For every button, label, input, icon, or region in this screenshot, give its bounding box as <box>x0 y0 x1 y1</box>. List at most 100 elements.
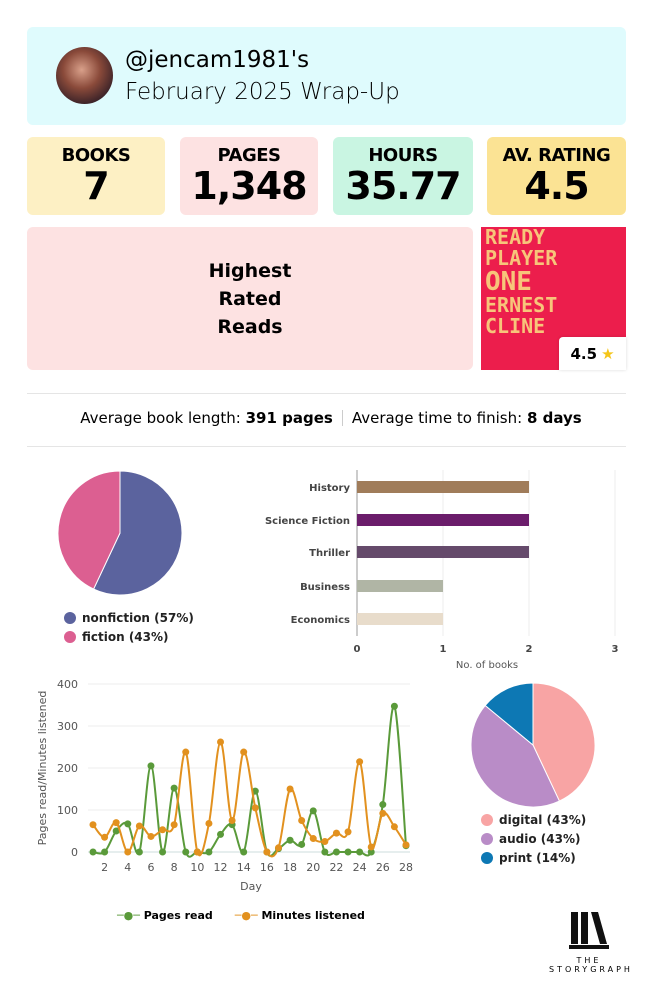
line-point <box>228 817 236 824</box>
line-point <box>379 801 387 809</box>
line-point <box>379 809 387 817</box>
page-title: February 2025 Wrap-Up <box>125 79 400 105</box>
line-point <box>182 748 190 756</box>
line-point <box>321 848 329 856</box>
line-point <box>367 843 375 851</box>
logo-icon <box>569 912 609 949</box>
genre-legend: nonfiction (57%) fiction (43%) <box>64 608 194 646</box>
line-point <box>402 841 410 849</box>
stat-hours: HOURS 35.77 <box>333 137 473 215</box>
legend-item[interactable]: ─●─ Pages read <box>117 909 213 922</box>
bar <box>357 481 529 493</box>
line-point <box>274 844 282 852</box>
stat-av-rating: AV. RATING 4.5 <box>487 137 626 215</box>
line-point <box>321 838 329 845</box>
line-point <box>135 848 143 856</box>
cover-text: ONE <box>485 267 532 297</box>
line-point <box>170 821 178 829</box>
line-point <box>205 819 213 827</box>
format-pie-slice <box>484 682 534 747</box>
line-point <box>217 830 225 838</box>
legend-item: fiction (43%) <box>64 627 194 646</box>
line-point <box>344 828 352 836</box>
line-point <box>356 758 364 766</box>
line-point <box>112 827 120 835</box>
bar-category-label: Business <box>300 582 350 593</box>
line-point <box>344 848 352 856</box>
line-point <box>298 840 306 848</box>
line-point <box>309 835 317 843</box>
legend-item[interactable]: ─●─ Minutes listened <box>234 909 365 922</box>
bar-axis-label: No. of books <box>456 660 518 671</box>
storygraph-logo[interactable]: THE STORYGRAPH <box>549 910 630 974</box>
highest-rated-label: Highest Rated Reads <box>27 227 473 370</box>
line-legend: ─●─ Pages read ─●─ Minutes listened <box>117 909 365 922</box>
line-point <box>286 836 294 844</box>
bar-tick-label: 3 <box>612 644 619 655</box>
stat-label: PAGES <box>217 145 281 166</box>
line-point <box>240 848 248 856</box>
book-rating-badge: 4.5 ★ <box>559 337 626 370</box>
line-point <box>101 833 109 841</box>
legend-item: print (14%) <box>481 848 586 867</box>
legend-item: nonfiction (57%) <box>64 608 194 627</box>
legend-item: digital (43%) <box>481 810 586 829</box>
username: @jencam1981's <box>125 47 310 73</box>
line-y-axis-label: Pages read/Minutes listened <box>36 691 49 846</box>
line-point <box>170 784 178 792</box>
stat-books: BOOKS 7 <box>27 137 165 215</box>
line-series-0 <box>92 705 407 858</box>
line-x-tick-label: 6 <box>147 861 154 874</box>
line-x-tick-label: 8 <box>171 861 178 874</box>
stat-pages: PAGES 1,348 <box>180 137 318 215</box>
bar <box>357 514 529 526</box>
stat-value: 35.77 <box>345 164 461 208</box>
line-point <box>124 820 132 828</box>
star-icon: ★ <box>601 344 615 363</box>
bar <box>357 580 443 592</box>
stat-value: 1,348 <box>191 164 307 208</box>
line-point <box>124 848 132 856</box>
stat-value: 4.5 <box>524 164 589 208</box>
line-point <box>263 848 271 856</box>
line-point <box>367 848 375 856</box>
line-point <box>217 738 225 746</box>
line-point <box>309 807 317 815</box>
bar-tick-label: 2 <box>526 644 533 655</box>
format-pie-slice <box>532 682 596 802</box>
line-y-tick-label: 400 <box>57 678 78 691</box>
line-x-tick-label: 26 <box>376 861 390 874</box>
divider <box>27 446 626 447</box>
cover-text: PLAYER <box>485 246 558 270</box>
header-card: @jencam1981's February 2025 Wrap-Up <box>27 27 626 125</box>
line-x-axis-label: Day <box>240 880 262 893</box>
line-point <box>147 762 155 770</box>
line-x-tick-label: 14 <box>237 861 251 874</box>
line-point <box>298 817 306 824</box>
legend-item: audio (43%) <box>481 829 586 848</box>
format-pie-slice <box>470 704 561 808</box>
stat-label: BOOKS <box>61 145 131 166</box>
line-point <box>356 848 364 856</box>
line-point <box>332 848 340 856</box>
line-x-tick-label: 10 <box>190 861 204 874</box>
line-point <box>251 804 259 812</box>
line-x-tick-label: 24 <box>353 861 367 874</box>
line-point <box>390 702 398 710</box>
avatar <box>56 47 113 104</box>
divider <box>27 393 626 394</box>
averages-row: Average book length: 391 pages Average ti… <box>80 409 582 427</box>
line-y-tick-label: 200 <box>57 762 78 775</box>
stat-label: HOURS <box>368 145 438 166</box>
bar <box>357 613 443 625</box>
line-y-tick-label: 300 <box>57 720 78 733</box>
bar-tick-label: 1 <box>440 644 447 655</box>
line-point <box>193 848 201 856</box>
line-point <box>286 785 294 793</box>
bar-tick-label: 0 <box>354 644 361 655</box>
line-point <box>159 826 167 834</box>
line-point <box>135 822 143 830</box>
bar-category-label: History <box>309 483 350 494</box>
line-point <box>182 848 190 856</box>
